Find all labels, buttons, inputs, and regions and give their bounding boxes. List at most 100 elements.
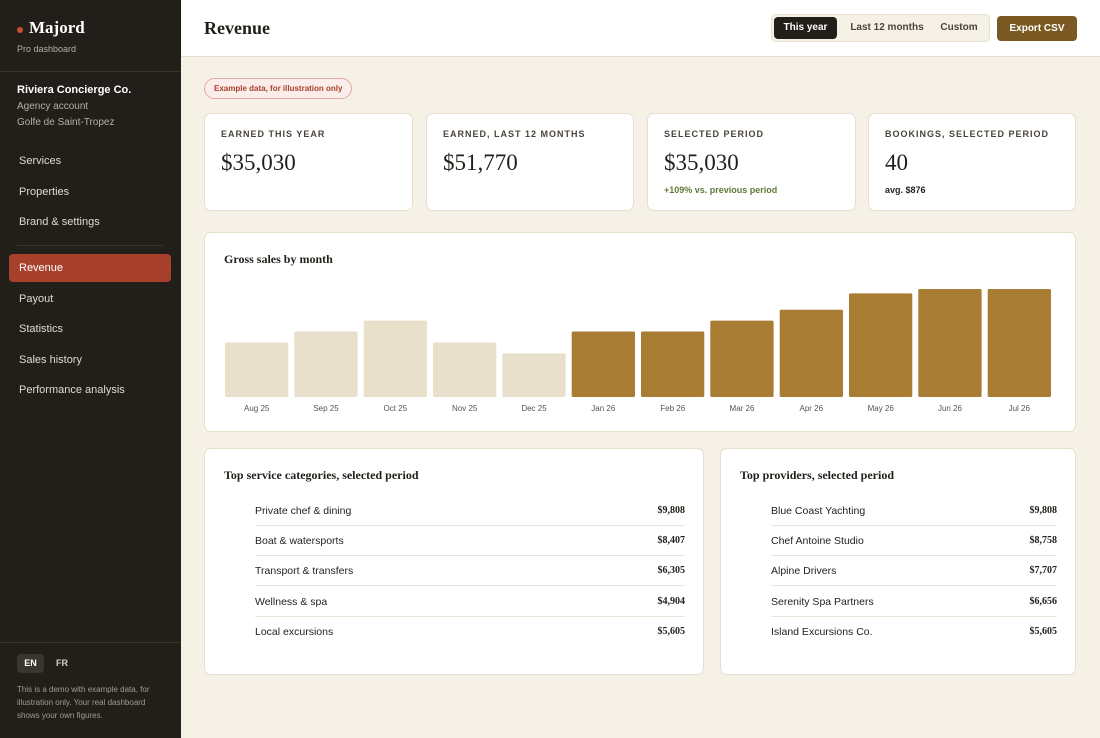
provider-value: $5,605	[1029, 626, 1058, 637]
category-value: $8,407	[657, 535, 686, 546]
chart-bar-jan-26	[571, 331, 635, 397]
provider-row: Island Excursions Co. $5,605	[771, 617, 1057, 647]
category-label: Transport & transfers	[255, 565, 354, 577]
top-providers-title: Top providers, selected period	[740, 468, 895, 482]
chart-tick-label: Nov 25	[452, 404, 478, 413]
chart-bar-nov-25	[433, 342, 497, 397]
chart-bar-aug-25	[225, 342, 289, 397]
period-custom-button[interactable]: Custom	[940, 22, 978, 33]
stat-card-bookings: BOOKINGS, SELECTED PERIOD 40 avg. $876	[868, 113, 1076, 211]
category-row: Boat & watersports $8,407	[255, 526, 685, 556]
sidebar-item-properties[interactable]: Properties	[19, 186, 70, 198]
category-value: $6,305	[657, 565, 686, 576]
brand-name: Majord	[29, 18, 85, 37]
category-row: Transport & transfers $6,305	[255, 556, 685, 586]
chart-bar-apr-26	[779, 309, 843, 397]
stat-delta: +109% vs. previous period	[664, 185, 778, 195]
chart-tick-label: Feb 26	[660, 404, 685, 413]
category-value: $5,605	[657, 626, 686, 637]
chart-bar-feb-26	[641, 331, 705, 397]
stat-value: $35,030	[664, 150, 739, 175]
sidebar-item-revenue[interactable]: Revenue	[9, 254, 171, 282]
account-type: Agency account	[17, 101, 89, 112]
chart-bar-oct-25	[363, 320, 427, 397]
sidebar-item-statistics[interactable]: Statistics	[19, 323, 64, 335]
period-this-year-button[interactable]: This year	[774, 17, 837, 39]
chart-bar-sep-25	[294, 331, 358, 397]
example-data-badge: Example data, for illustration only	[204, 78, 353, 99]
provider-value: $9,808	[1029, 505, 1058, 516]
stat-value: $51,770	[443, 150, 518, 175]
chart-bar-jun-26	[918, 289, 982, 397]
chart-tick-label: Jan 26	[591, 404, 616, 413]
stat-label: SELECTED PERIOD	[664, 129, 765, 139]
topbar: Revenue This year Last 12 months Custom …	[181, 0, 1100, 57]
chart-tick-label: Apr 26	[800, 404, 824, 413]
category-label: Private chef & dining	[255, 505, 352, 517]
period-last-12-months-button[interactable]: Last 12 months	[850, 22, 924, 33]
provider-label: Island Excursions Co.	[771, 626, 873, 638]
provider-row: Chef Antoine Studio $8,758	[771, 526, 1057, 556]
stat-label: BOOKINGS, SELECTED PERIOD	[885, 129, 1050, 139]
chart-tick-label: Mar 26	[730, 404, 755, 413]
language-fr-button[interactable]: FR	[56, 658, 68, 668]
provider-label: Blue Coast Yachting	[771, 505, 866, 517]
sidebar-item-sales-history[interactable]: Sales history	[19, 354, 82, 366]
chart-tick-label: Aug 25	[244, 404, 270, 413]
language-en-button[interactable]: EN	[17, 654, 44, 673]
provider-row: Alpine Drivers $7,707	[771, 556, 1057, 586]
export-csv-button[interactable]: Export CSV	[997, 16, 1077, 41]
category-label: Wellness & spa	[255, 596, 328, 608]
top-providers-card: Top providers, selected period Blue Coas…	[720, 448, 1076, 675]
chart-bar-jul-26	[987, 289, 1051, 397]
chart-tick-label: May 26	[868, 404, 895, 413]
demo-note: This is a demo with example data, for il…	[17, 685, 150, 720]
category-row: Private chef & dining $9,808	[255, 496, 685, 526]
stat-label: EARNED THIS YEAR	[221, 129, 326, 139]
stat-label: EARNED, LAST 12 MONTHS	[443, 129, 586, 139]
account-name: Riviera Concierge Co.	[17, 84, 132, 96]
sidebar-item-brand-settings[interactable]: Brand & settings	[19, 216, 100, 228]
gross-sales-chart-card: Gross sales by month Aug 25 Sep 25 Oct 25 N…	[204, 232, 1076, 432]
provider-value: $7,707	[1029, 565, 1058, 576]
brand-dot-icon	[17, 27, 23, 33]
brand-logo[interactable]: Majord	[17, 18, 85, 38]
provider-label: Serenity Spa Partners	[771, 596, 874, 608]
category-label: Boat & watersports	[255, 535, 344, 547]
provider-row: Serenity Spa Partners $6,656	[771, 587, 1057, 617]
brand-subtitle: Pro dashboard	[17, 44, 77, 54]
page-title: Revenue	[204, 18, 270, 38]
provider-value: $8,758	[1029, 535, 1058, 546]
stat-card-earned-last-12-months: EARNED, LAST 12 MONTHS $51,770	[426, 113, 634, 211]
top-categories-card: Top service categories, selected period …	[204, 448, 704, 675]
chart-bar-dec-25	[502, 353, 566, 397]
provider-label: Alpine Drivers	[771, 565, 837, 577]
nav-divider	[17, 245, 163, 246]
chart-tick-label: Sep 25	[313, 404, 339, 413]
stat-value: 40	[885, 150, 908, 175]
category-label: Local excursions	[255, 626, 334, 638]
chart-tick-label: Jul 26	[1009, 404, 1031, 413]
sidebar-item-payout[interactable]: Payout	[19, 293, 54, 305]
chart-title: Gross sales by month	[224, 252, 333, 266]
category-row: Local excursions $5,605	[255, 617, 685, 647]
stat-card-selected-period: SELECTED PERIOD $35,030 +109% vs. previo…	[647, 113, 856, 211]
provider-row: Blue Coast Yachting $9,808	[771, 496, 1057, 526]
chart-tick-label: Dec 25	[521, 404, 547, 413]
category-value: $4,904	[657, 596, 686, 607]
sidebar-item-performance-analysis[interactable]: Performance analysis	[19, 384, 125, 396]
category-value: $9,808	[657, 505, 686, 516]
period-selector: This year Last 12 months Custom	[771, 14, 990, 42]
top-categories-title: Top service categories, selected period	[224, 468, 419, 482]
account-location: Golfe de Saint-Tropez	[17, 117, 115, 128]
sidebar: Majord Pro dashboard Riviera Concierge C…	[0, 0, 181, 738]
provider-value: $6,656	[1029, 596, 1058, 607]
chart-bar-may-26	[849, 293, 913, 397]
sidebar-item-services[interactable]: Services	[19, 155, 62, 167]
chart-bar-mar-26	[710, 320, 774, 397]
provider-label: Chef Antoine Studio	[771, 535, 864, 547]
stat-average: avg. $876	[885, 185, 926, 195]
gross-sales-chart: Aug 25 Sep 25 Oct 25 Nov 25 Dec 25 Jan 26 Feb …	[225, 289, 1051, 413]
sidebar-footer-divider	[0, 642, 181, 643]
category-row: Wellness & spa $4,904	[255, 587, 685, 617]
